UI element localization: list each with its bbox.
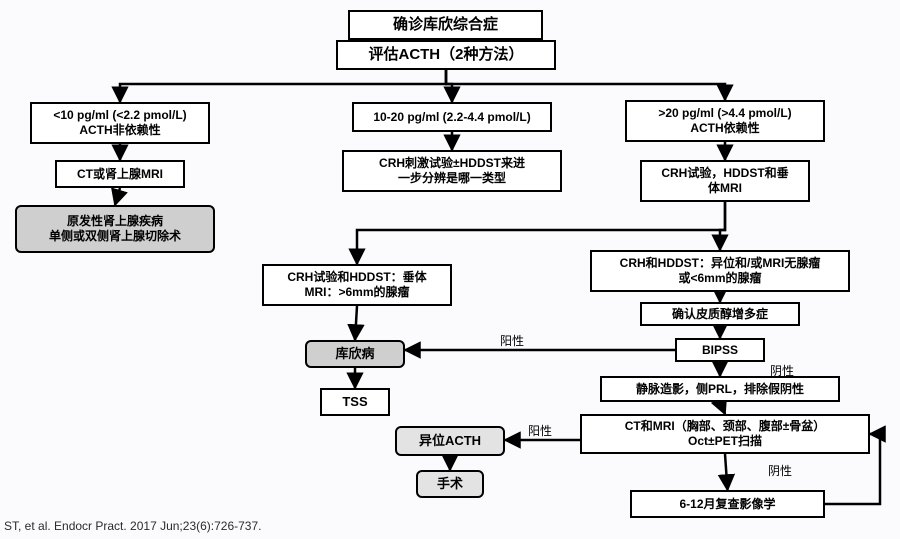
node-ectopic-label: 异位ACTH — [419, 433, 481, 449]
node-followup-label: 6-12月复查影像学 — [679, 497, 775, 512]
node-confirm-label: 确认皮质醇增多症 — [672, 307, 768, 322]
edge — [120, 70, 446, 102]
node-confirm: 确认皮质醇增多症 — [640, 302, 800, 326]
edge — [720, 202, 725, 250]
edge-label: 阴性 — [770, 362, 794, 379]
node-surgery: 手术 — [416, 470, 484, 498]
node-b3-label: >20 pg/ml (>4.4 pmol/L) ACTH依赖性 — [658, 106, 791, 136]
node-root: 确诊库欣综合症 — [348, 10, 543, 40]
node-bipss-label: BIPSS — [702, 343, 738, 358]
node-b3a: CRH试验，HDDST和垂 体MRI — [640, 160, 810, 202]
node-ctmri-label: CT和MRI（胸部、颈部、腹部±骨盆） Oct±PET扫描 — [625, 419, 826, 449]
node-b1b-label: 原发性肾上腺疾病 单侧或双侧肾上腺切除术 — [49, 214, 181, 244]
edge-label: 阴性 — [768, 462, 792, 479]
node-b1a-label: CT或肾上腺MRI — [77, 167, 163, 182]
node-root-label: 确诊库欣综合症 — [393, 16, 498, 35]
node-b3a-label: CRH试验，HDDST和垂 体MRI — [661, 166, 788, 196]
node-leftMid-label: CRH试验和HDDST：垂体 MRI：>6mm的腺瘤 — [287, 270, 426, 300]
node-b2a-label: CRH刺激试验±HDDST来进 一步分辨是哪一类型 — [379, 156, 525, 186]
node-leftMid: CRH试验和HDDST：垂体 MRI：>6mm的腺瘤 — [262, 264, 452, 306]
edge — [720, 402, 725, 414]
node-cushing: 库欣病 — [305, 340, 405, 368]
node-surgery-label: 手术 — [437, 476, 463, 492]
node-b1-label: <10 pg/ml (<2.2 pmol/L) ACTH非依赖性 — [53, 108, 186, 138]
node-eval-label: 评估ACTH（2种方法） — [368, 46, 523, 65]
node-b1b: 原发性肾上腺疾病 单侧或双侧肾上腺切除术 — [15, 205, 215, 253]
node-b1: <10 pg/ml (<2.2 pmol/L) ACTH非依赖性 — [30, 102, 210, 144]
node-eval: 评估ACTH（2种方法） — [336, 40, 556, 70]
node-tss-label: TSS — [342, 394, 367, 410]
edge-label: 阳性 — [500, 332, 524, 349]
edge — [115, 188, 120, 205]
node-b3: >20 pg/ml (>4.4 pmol/L) ACTH依赖性 — [625, 100, 825, 142]
edge — [355, 306, 357, 340]
node-followup: 6-12月复查影像学 — [630, 490, 825, 518]
citation-text: ST, et al. Endocr Pract. 2017 Jun;23(6):… — [4, 519, 261, 533]
node-b2-label: 10-20 pg/ml (2.2-4.4 pmol/L) — [373, 110, 530, 125]
node-venogram: 静脉造影，侧PRL，排除假阴性 — [600, 376, 840, 402]
node-bipss: BIPSS — [675, 338, 765, 362]
edge — [725, 454, 728, 490]
node-b2: 10-20 pg/ml (2.2-4.4 pmol/L) — [352, 102, 552, 132]
node-ctmri: CT和MRI（胸部、颈部、腹部±骨盆） Oct±PET扫描 — [580, 414, 870, 454]
node-ectopic: 异位ACTH — [395, 426, 505, 456]
node-b2a: CRH刺激试验±HDDST来进 一步分辨是哪一类型 — [342, 150, 562, 192]
edge — [446, 70, 725, 100]
node-cushing-label: 库欣病 — [335, 346, 374, 362]
node-venogram-label: 静脉造影，侧PRL，排除假阴性 — [636, 382, 804, 397]
edge-label: 阳性 — [528, 422, 552, 439]
node-tss: TSS — [320, 388, 390, 416]
node-rightMid-label: CRH和HDDST：异位和/或MRI无腺瘤 或<6mm的腺瘤 — [620, 256, 821, 286]
node-rightMid: CRH和HDDST：异位和/或MRI无腺瘤 或<6mm的腺瘤 — [590, 250, 850, 292]
node-b1a: CT或肾上腺MRI — [55, 160, 185, 188]
